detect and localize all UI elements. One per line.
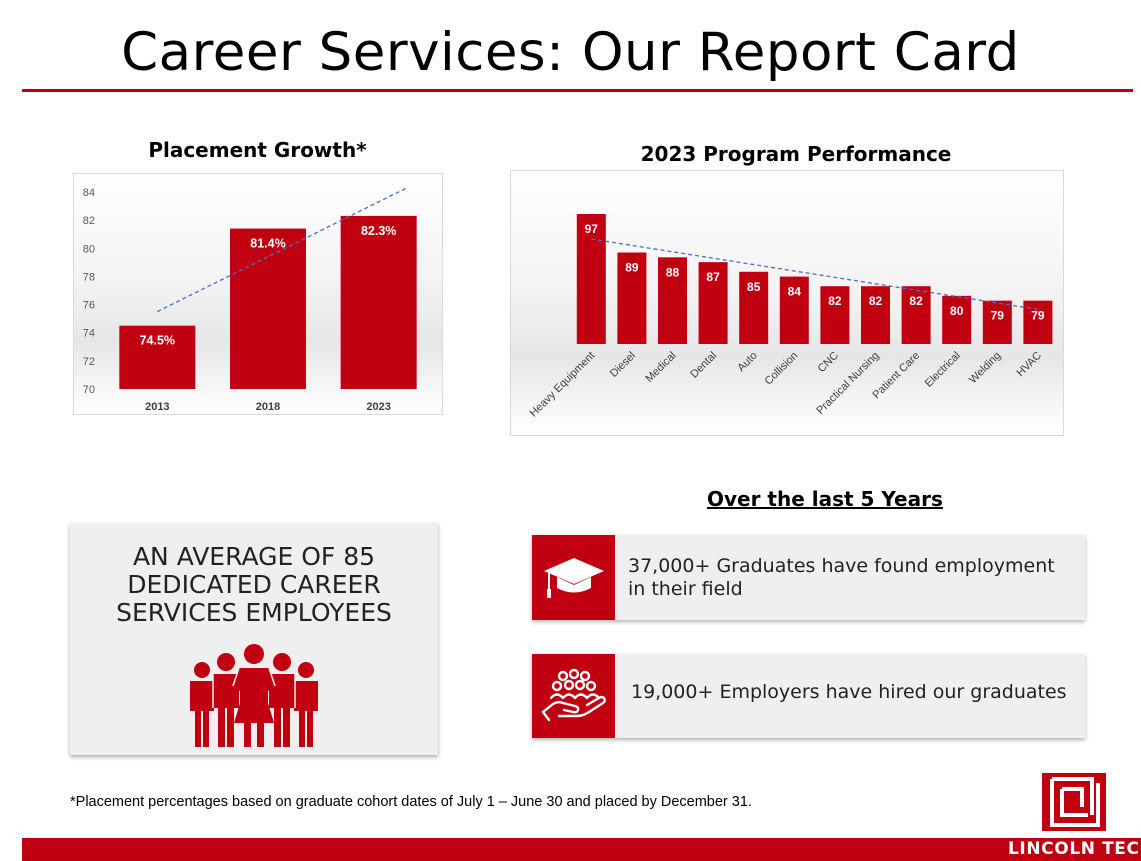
placement-growth-svg: 70 72 74 76 78 80 82 84 74.5% 2013 81.4% 2018 82.3% 2… bbox=[83, 187, 417, 413]
bar-value-label: 82 bbox=[828, 294, 842, 308]
bar-value-label: 82 bbox=[869, 294, 883, 308]
five-years-heading: Over the last 5 Years bbox=[707, 487, 943, 511]
people-group-icon bbox=[190, 644, 318, 747]
bottom-bar bbox=[22, 838, 1141, 861]
hand-holding-people-icon bbox=[541, 668, 606, 722]
bar-auto bbox=[739, 271, 769, 344]
bar-value-label: 87 bbox=[706, 270, 720, 284]
bar-welding bbox=[982, 300, 1012, 344]
bar-dental bbox=[698, 262, 728, 344]
program-performance-svg: 97 Heavy Equipment 89 Diesel 88 Medical 87 Dent… bbox=[528, 214, 1053, 420]
employees-card: AN AVERAGE OF 85 DEDICATED CAREER SERVIC… bbox=[70, 523, 438, 755]
employees-line-2: DEDICATED CAREER bbox=[127, 570, 381, 599]
graduates-stat-text: 37,000+ Graduates have found employment … bbox=[628, 555, 1055, 601]
bar-value-label: 80 bbox=[950, 304, 964, 318]
bar-value-label: 85 bbox=[747, 280, 761, 294]
title-divider bbox=[22, 89, 1133, 92]
graduates-stat-line-1: 37,000+ Graduates have found employment bbox=[628, 555, 1055, 577]
x-tick-label: Diesel bbox=[608, 350, 638, 380]
x-tick-label: 2018 bbox=[256, 401, 280, 413]
bar-collision bbox=[779, 276, 809, 344]
bar-2023 bbox=[340, 215, 417, 389]
bar-value-label: 79 bbox=[1031, 309, 1045, 323]
graduates-stat-card: 37,000+ Graduates have found employment … bbox=[532, 535, 1085, 620]
x-tick-label: 2023 bbox=[366, 401, 390, 413]
graduates-stat-line-2: in their field bbox=[628, 578, 743, 600]
bar-value-label: 81.4% bbox=[250, 237, 285, 251]
trendline bbox=[157, 187, 407, 313]
employees-line-1: AN AVERAGE OF 85 bbox=[132, 542, 376, 571]
x-tick-label: CNC bbox=[816, 350, 841, 375]
bar-practical-nursing bbox=[861, 286, 890, 344]
x-tick-label: HVAC bbox=[1014, 350, 1044, 380]
y-tick-label: 76 bbox=[83, 300, 95, 312]
y-tick-label: 80 bbox=[83, 243, 95, 255]
employees-line-3: SERVICES EMPLOYEES bbox=[116, 598, 392, 627]
program-performance-chart: 97 Heavy Equipment 89 Diesel 88 Medical 87 Dent… bbox=[510, 170, 1064, 436]
graduates-icon-box bbox=[532, 535, 615, 620]
bar-2013 bbox=[119, 325, 196, 389]
y-tick-label: 72 bbox=[83, 356, 95, 368]
y-tick-label: 84 bbox=[83, 187, 95, 199]
x-tick-label: 2013 bbox=[145, 401, 169, 413]
graduation-cap-icon bbox=[543, 557, 604, 598]
x-tick-label: Dental bbox=[688, 350, 719, 381]
program-performance-title: 2023 Program Performance bbox=[640, 142, 952, 166]
x-tick-label: Heavy Equipment bbox=[528, 350, 598, 420]
footnote: *Placement percentages based on graduate… bbox=[70, 794, 752, 810]
bar-value-label: 84 bbox=[788, 285, 802, 299]
bar-value-label: 89 bbox=[625, 261, 639, 275]
employers-stat-card: 19,000+ Employers have hired our graduat… bbox=[532, 654, 1085, 738]
placement-growth-title: Placement Growth* bbox=[148, 138, 367, 162]
bar-diesel bbox=[617, 252, 647, 344]
employers-stat-text: 19,000+ Employers have hired our graduat… bbox=[631, 681, 1067, 703]
y-tick-label: 82 bbox=[83, 215, 95, 227]
bar-cnc bbox=[820, 286, 850, 344]
x-tick-label: Auto bbox=[735, 350, 759, 374]
x-tick-label: Collision bbox=[763, 350, 801, 388]
trendline bbox=[591, 238, 1039, 311]
y-tick-label: 70 bbox=[83, 384, 95, 396]
bar-value-label: 82.3% bbox=[361, 224, 396, 238]
y-tick-label: 74 bbox=[83, 328, 95, 340]
bar-value-label: 82 bbox=[909, 294, 923, 308]
x-tick-label: Medical bbox=[643, 350, 678, 385]
bar-value-label: 74.5% bbox=[140, 334, 175, 348]
page-title: Career Services: Our Report Card bbox=[121, 22, 1020, 83]
employers-icon-box bbox=[532, 654, 615, 738]
employees-text: AN AVERAGE OF 85 DEDICATED CAREER SERVIC… bbox=[70, 543, 438, 627]
y-tick-label: 78 bbox=[83, 271, 95, 283]
bar-value-label: 97 bbox=[585, 222, 599, 236]
bar-2018 bbox=[230, 228, 306, 389]
bar-value-label: 88 bbox=[666, 265, 680, 279]
lincoln-tech-logo bbox=[1042, 773, 1106, 831]
x-tick-label: Electrical bbox=[923, 350, 963, 390]
bar-heavy-equipment bbox=[576, 214, 606, 344]
placement-growth-chart: 70 72 74 76 78 80 82 84 74.5% 2013 81.4% 2018 82.3% 2… bbox=[73, 173, 443, 415]
x-tick-label: Welding bbox=[967, 350, 1003, 386]
bar-value-label: 79 bbox=[991, 309, 1005, 323]
bar-patient-care bbox=[901, 286, 931, 344]
bar-electrical bbox=[942, 295, 972, 344]
logo-text: LINCOLN TECH bbox=[1008, 839, 1141, 859]
bar-medical bbox=[658, 257, 687, 344]
